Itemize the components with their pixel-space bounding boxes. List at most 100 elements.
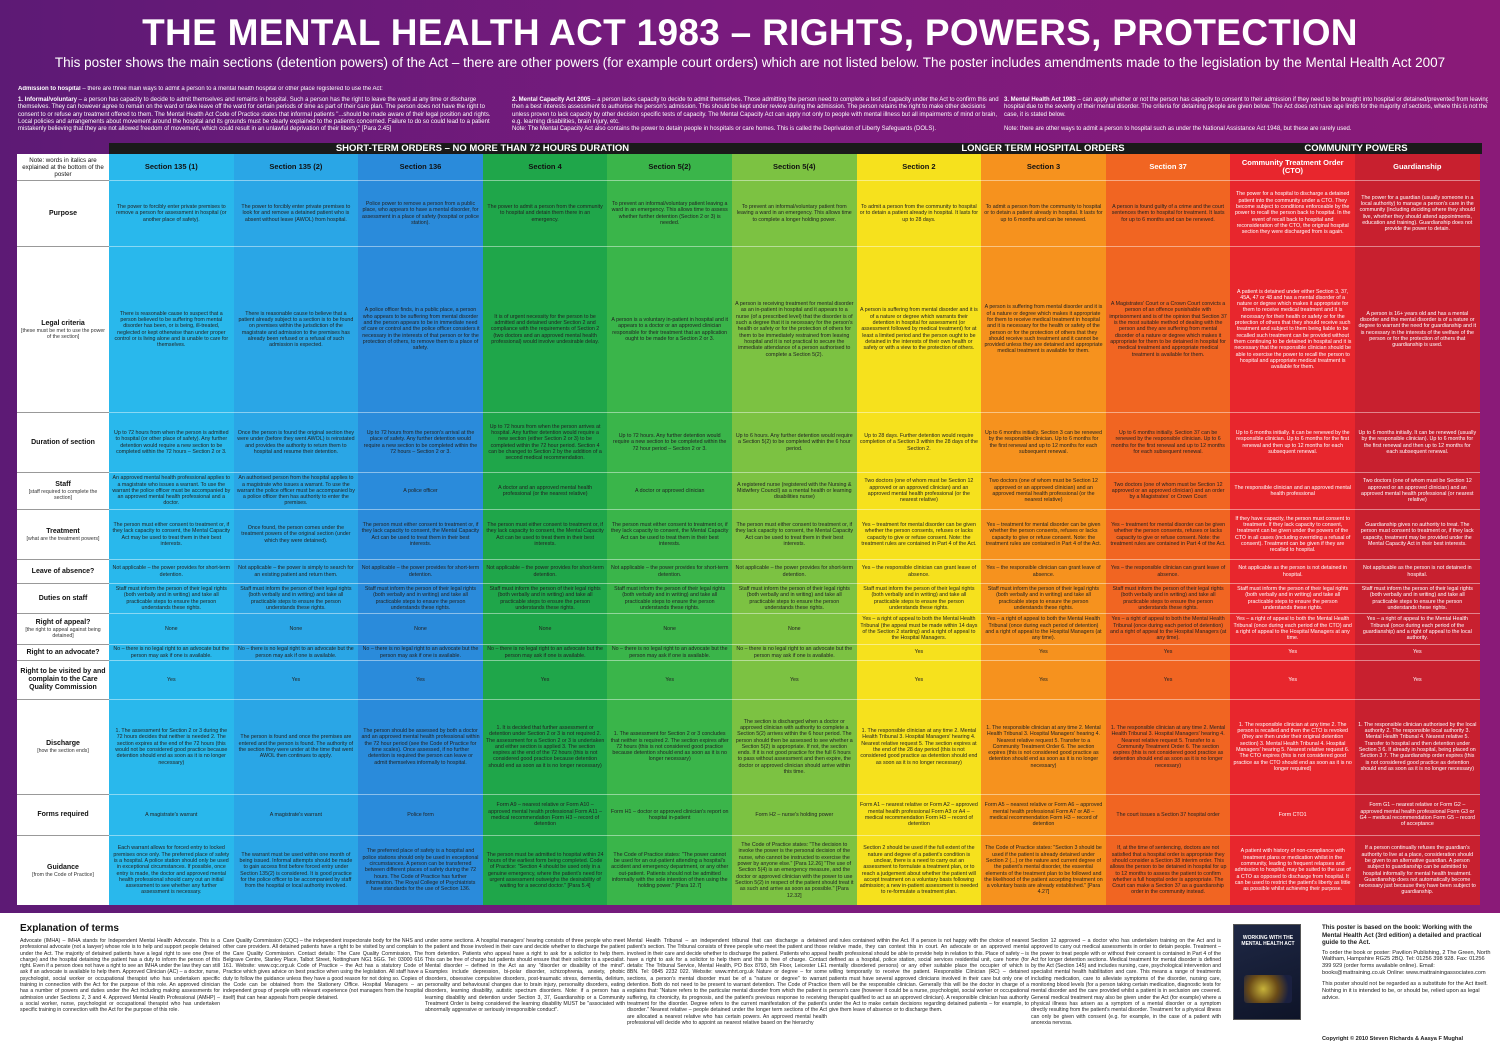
cell-duties-on-staff: Staff must inform the person of their le… bbox=[856, 583, 982, 613]
cell-guidance: If a person continually refuses the guar… bbox=[1355, 835, 1480, 905]
group-header-short-term: SHORT-TERM ORDERS – NO MORE THAN 72 HOUR… bbox=[109, 143, 856, 154]
cell-right-to-an-advocate: Yes bbox=[981, 644, 1106, 660]
cell-purpose: The power to forcibly enter private prem… bbox=[233, 180, 359, 246]
cell-leave-of-absence: Yes – the responsible clinician can gran… bbox=[1105, 559, 1231, 583]
cell-duties-on-staff: Staff must inform the person of their le… bbox=[607, 583, 732, 613]
cell-forms-required: Form G1 – nearest relative or Form G2 – … bbox=[1355, 794, 1480, 835]
column-header: Section 2 bbox=[902, 162, 936, 171]
cell-leave-of-absence: Not applicable – the power provides for … bbox=[607, 559, 732, 583]
cell-right-of-appeal: None bbox=[482, 613, 608, 644]
cell-guidance: If, at the time of sentencing, doctors a… bbox=[1105, 835, 1231, 905]
cell-purpose: The power for a hospital to discharge a … bbox=[1230, 180, 1355, 246]
row-label-text: Duties on staff bbox=[38, 594, 88, 602]
cell-treatment: Yes – treatment for mental disorder can … bbox=[981, 509, 1106, 559]
cell-forms-required: Form CTO1 bbox=[1230, 794, 1355, 835]
cell-treatment: Guardianship gives no authority to treat… bbox=[1355, 509, 1480, 559]
row-label-text: Right of appeal? bbox=[35, 619, 91, 626]
cell-duties-on-staff: Staff must inform the person of their le… bbox=[482, 583, 608, 613]
row-label-text: Staff bbox=[55, 481, 71, 488]
intro-col3-heading: 3. Mental Health Act 1983 bbox=[1004, 97, 1076, 103]
book-info: This poster is based on the book: Workin… bbox=[1322, 924, 1492, 1002]
cell-discharge: 1. The responsible clinician authorised … bbox=[1355, 699, 1480, 794]
cell-forms-required: Form A5 – nearest relative or Form A6 – … bbox=[981, 794, 1106, 835]
cell-discharge: The person is found and once the premise… bbox=[233, 699, 359, 794]
cell-purpose: Police power to remove a person from a p… bbox=[358, 180, 483, 246]
italics-note: Note: words in italics are explained at … bbox=[17, 154, 109, 180]
intro-col2-note: Note: The Mental Capacity Act also conta… bbox=[512, 126, 937, 133]
cell-right-of-appeal: Yes – a right of appeal to the Mental He… bbox=[1355, 613, 1480, 644]
cell-duration-of-section: Up to 28 days. Further detention would r… bbox=[856, 412, 982, 472]
column-header: Community Treatment Order (CTO) bbox=[1241, 158, 1344, 175]
cell-right-to-an-advocate: Yes bbox=[1355, 644, 1480, 660]
column-section-2: Section 2 To admit a person from the comm… bbox=[856, 154, 982, 905]
row-label-subtext: [what are the treatment powers] bbox=[26, 535, 100, 542]
row-label-subtext: [these must be met to use the power of t… bbox=[21, 327, 105, 340]
cell-legal-criteria: A person is suffering from mental disord… bbox=[981, 246, 1106, 412]
admission-intro: Admission to hospital – there are three … bbox=[12, 86, 1488, 142]
group-header-community: COMMUNITY POWERS bbox=[1230, 143, 1482, 154]
column-section-4: Section 4 The power to admit a person fro… bbox=[482, 154, 608, 905]
row-label-legal-criteria: Legal criteria [these must be met to use … bbox=[17, 246, 109, 412]
cell-duties-on-staff: Staff must inform the person of their le… bbox=[1355, 583, 1480, 613]
cell-right-to-an-advocate: Yes bbox=[1105, 644, 1231, 660]
intro-lead-heading: Admission to hospital bbox=[18, 86, 81, 92]
cell-staff: Two doctors (one of whom must be Section… bbox=[981, 472, 1106, 509]
row-label-text: Right to an advocate? bbox=[26, 648, 100, 656]
cell-guidance: Each warrant allows for forced entry to … bbox=[109, 835, 234, 905]
cell-purpose: To admit a person from the community to … bbox=[856, 180, 982, 246]
cell-duties-on-staff: Staff must inform the person of their le… bbox=[358, 583, 483, 613]
column-header: Section 135 (2) bbox=[269, 162, 323, 171]
cell-right-to-an-advocate: No – there is no legal right to an advoc… bbox=[233, 644, 359, 660]
cell-forms-required: Police form bbox=[358, 794, 483, 835]
row-label-duration-of-section: Duration of section bbox=[17, 412, 109, 472]
cell-staff: A police officer bbox=[358, 472, 483, 509]
cell-duration-of-section: Up to 6 months initially. Section 37 can… bbox=[1105, 412, 1231, 472]
row-label-column: Note: words in italics are explained at … bbox=[17, 154, 109, 905]
cell-right-of-appeal: Yes – a right of appeal to both the Ment… bbox=[1230, 613, 1355, 644]
book-order-details: To order the book or poster: Pavilion Pu… bbox=[1322, 949, 1491, 977]
cell-discharge: The section is discharged when a doctor … bbox=[732, 699, 857, 794]
cell-treatment: The person must either consent to treatm… bbox=[732, 509, 857, 559]
cell-treatment: Once found, the person comes under the t… bbox=[233, 509, 359, 559]
cell-discharge: 1. The responsible clinician at any time… bbox=[1230, 699, 1355, 794]
cell-right-of-appeal: Yes – a right of appeal to both the Ment… bbox=[856, 613, 982, 644]
cell-duties-on-staff: Staff must inform the person of their le… bbox=[732, 583, 857, 613]
cell-discharge: 1. It is decided that further assessment… bbox=[482, 699, 608, 794]
cell-staff: A doctor and an approved mental health p… bbox=[482, 472, 608, 509]
row-label-text: Legal criteria bbox=[41, 319, 85, 327]
column-section-135-1: Section 135 (1) The power to forcibly ent… bbox=[109, 154, 234, 905]
cell-right-to-an-advocate: No – there is no legal right to an advoc… bbox=[482, 644, 608, 660]
intro-informal: 1. Informal/voluntary – a person has cap… bbox=[18, 97, 506, 133]
cell-duration-of-section: Up to 6 months initially. It can be rene… bbox=[1230, 412, 1355, 472]
cell-treatment: The person must either consent to treatm… bbox=[482, 509, 608, 559]
cell-discharge: 1. The responsible clinician at any time… bbox=[1105, 699, 1231, 794]
row-label-subtext: [the right to appeal against being detai… bbox=[25, 627, 101, 639]
row-label-right-to-be-visited-by-and-complain-to-t: Right to be visited by and complain to t… bbox=[17, 660, 109, 699]
cell-right-to-an-advocate: Yes bbox=[856, 644, 982, 660]
book-cover-image: WORKING WITH THE MENTAL HEALTH ACT bbox=[1233, 924, 1301, 1020]
cell-purpose: The power to forcibly enter private prem… bbox=[109, 180, 234, 246]
row-label-text: Discharge bbox=[46, 740, 80, 747]
cell-treatment: The person must either consent to treatm… bbox=[358, 509, 483, 559]
cell-staff: Two doctors (one of whom must be Section… bbox=[1355, 472, 1480, 509]
row-label-subtext: [how the section ends] bbox=[37, 748, 89, 754]
cell-right-to-be-visited-by-and-com: Yes bbox=[109, 660, 234, 699]
glossary-col-4: Mental Health Tribunal – an independent … bbox=[627, 938, 827, 1026]
cell-forms-required: Form H2 – nurse's holding power bbox=[732, 794, 857, 835]
cell-discharge: 1. The responsible clinician at any time… bbox=[981, 699, 1106, 794]
intro-col1-text: – a person has capacity to decide to adm… bbox=[18, 97, 491, 133]
intro-col3-text: – can apply whether or not the person ha… bbox=[1004, 97, 1488, 118]
cell-legal-criteria: A police officer finds, in a public plac… bbox=[358, 246, 483, 412]
cell-duties-on-staff: Staff must inform the person of their le… bbox=[1105, 583, 1231, 613]
column-section-3: Section 3 To admit a person from the comm… bbox=[981, 154, 1106, 905]
cell-guidance: The Code of Practice states: "The power … bbox=[607, 835, 732, 905]
intro-mha: 3. Mental Health Act 1983 – can apply wh… bbox=[1004, 97, 1488, 133]
cell-right-to-be-visited-by-and-com: Yes bbox=[1355, 660, 1480, 699]
row-label-text: Right to be visited by and complain to t… bbox=[20, 668, 106, 691]
cell-guidance: The person must be admitted to hospital … bbox=[482, 835, 608, 905]
sections-table: SHORT-TERM ORDERS – NO MORE THAN 72 HOUR… bbox=[17, 143, 1482, 905]
cell-staff: A doctor or approved clinician bbox=[607, 472, 732, 509]
row-label-text: Leave of absence? bbox=[31, 567, 95, 575]
cell-right-to-be-visited-by-and-com: Yes bbox=[607, 660, 732, 699]
